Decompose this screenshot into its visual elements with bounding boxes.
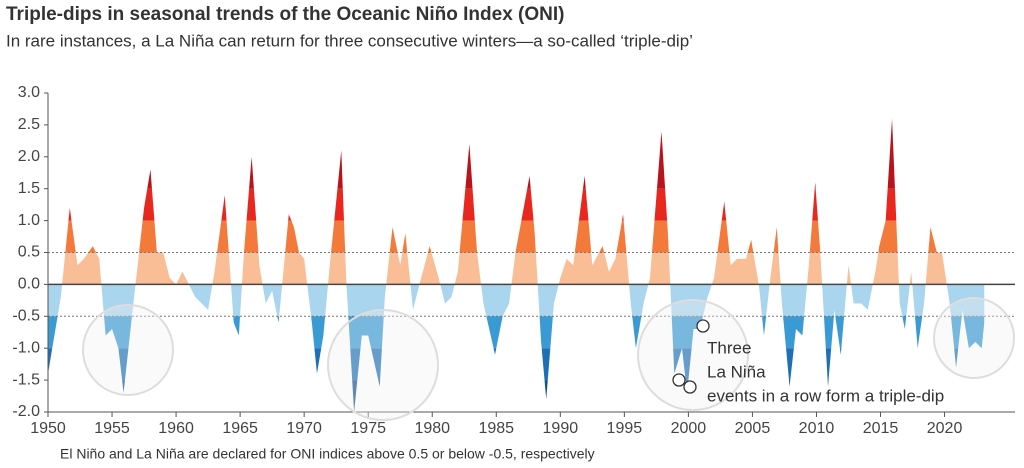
x-tick-label: 1990 [543,420,579,437]
annotation: Three [707,338,751,357]
oni-area [62,252,947,285]
y-tick-label: -1.5 [12,371,40,388]
x-tick-label: 1950 [30,420,66,437]
x-tick-label: 1960 [158,420,194,437]
x-tick-label: 1995 [607,420,643,437]
y-tick-label: 2.0 [18,148,40,165]
x-tick-label: 1965 [222,420,258,437]
y-tick-label: -1.0 [12,339,40,356]
y-tick-label: 0.5 [18,244,40,261]
highlight-circle [327,309,439,421]
footnote: El Niño and La Niña are declared for ONI… [60,446,595,462]
event-marker [672,373,686,387]
x-tick-label: 2000 [671,420,707,437]
event-marker [696,319,710,333]
x-tick-label: 2010 [799,420,835,437]
x-tick-label: 2020 [927,420,963,437]
y-tick-label: 2.5 [18,116,40,133]
y-tick-label: 1.5 [18,180,40,197]
highlight-circle [82,304,174,396]
chart-title: Triple-dips in seasonal trends of the Oc… [6,4,565,25]
chart-subtitle: In rare instances, a La Niña can return … [6,31,693,50]
y-tick-label: 3.0 [18,84,40,101]
event-marker [683,380,697,394]
x-tick-label: 1970 [286,420,322,437]
x-tick-label: 1980 [414,420,450,437]
oni-area [48,284,985,317]
x-tick-label: 2015 [863,420,899,437]
y-tick-label: 1.0 [18,212,40,229]
highlight-circle [933,297,1015,379]
x-tick-label: 2005 [735,420,771,437]
x-tick-label: 1985 [478,420,514,437]
y-tick-label: -2.0 [12,403,40,420]
x-tick-label: 1975 [350,420,386,437]
oni-area [65,220,942,253]
event-markers [672,319,710,394]
y-tick-label: 0.0 [18,276,40,293]
highlight-circle [637,299,749,411]
highlights [82,297,1015,421]
oni-area [68,188,897,221]
y-tick-label: -0.5 [12,308,40,325]
annotation: events in a row form a triple-dip [707,386,944,405]
annotation: La Niña [707,362,766,381]
x-tick-label: 1955 [94,420,130,437]
